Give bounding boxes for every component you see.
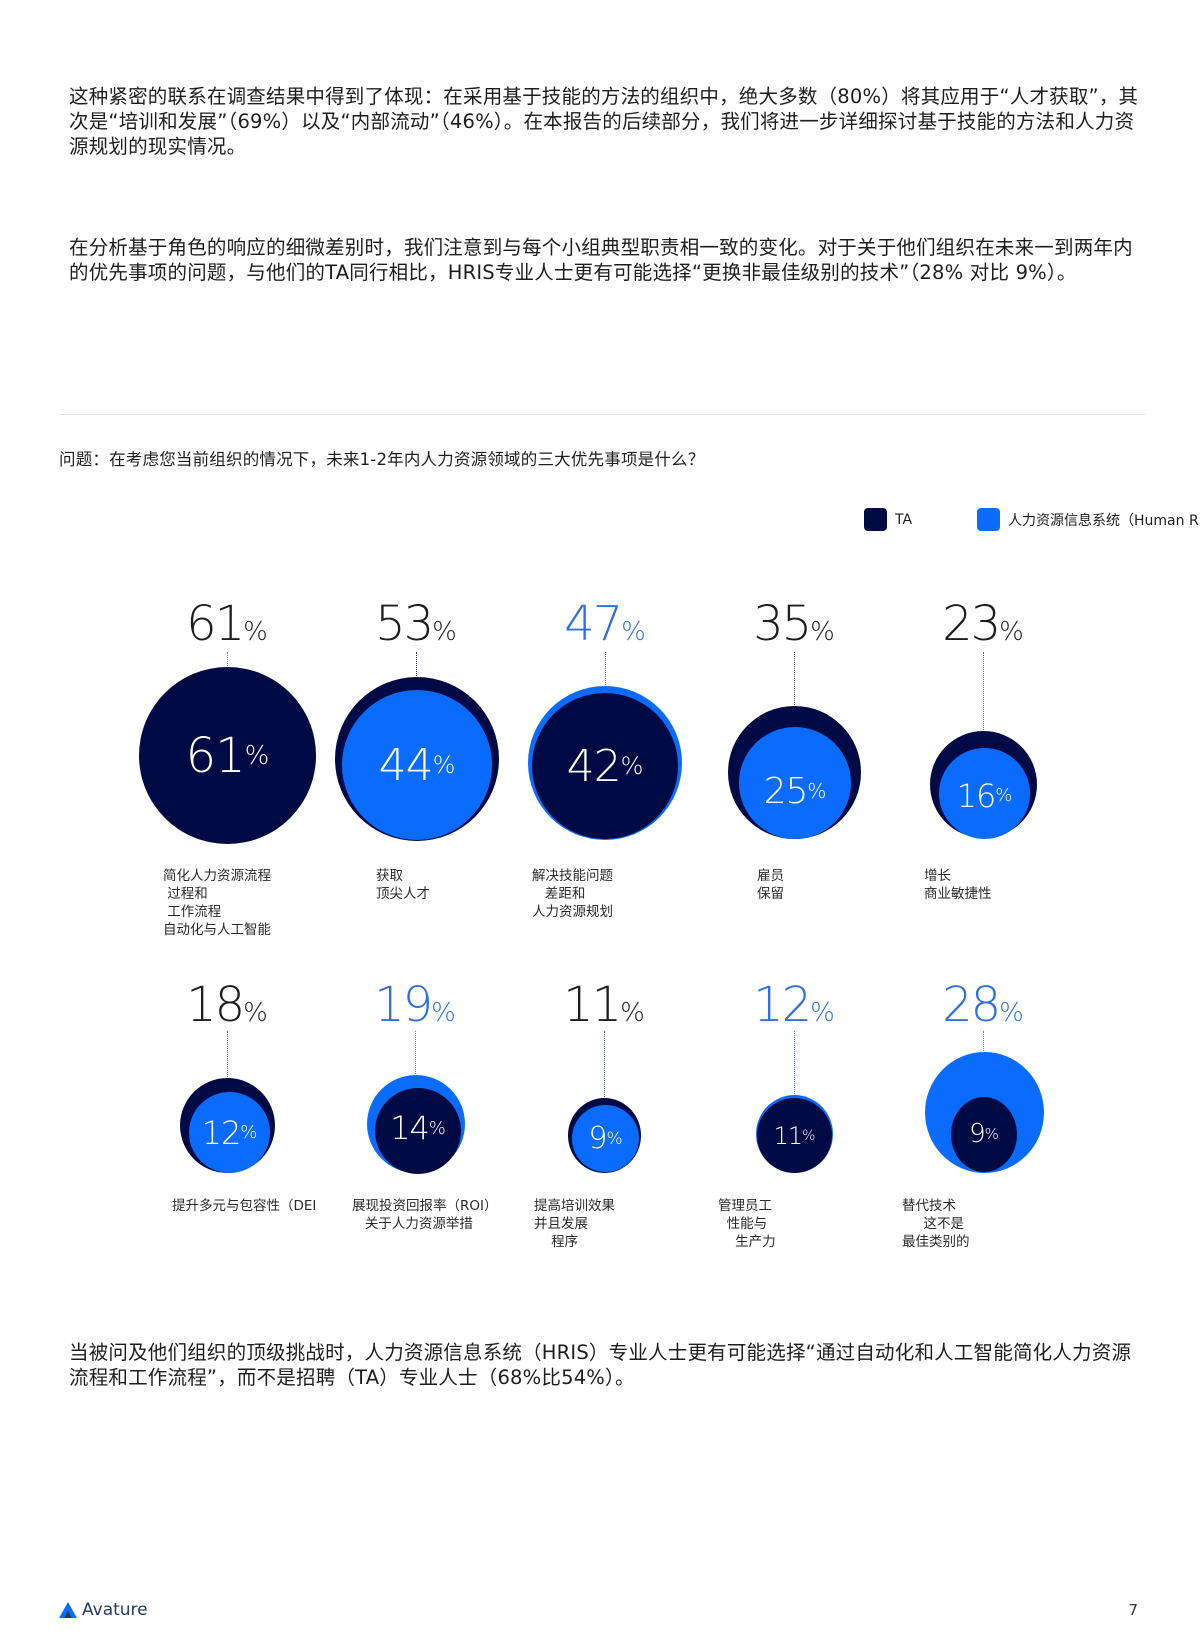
leader-line (416, 652, 417, 678)
legend-item-ta: TA (864, 508, 912, 531)
outer-percent: 18% (186, 977, 268, 1033)
leader-line (227, 1031, 228, 1079)
leader-line (983, 1031, 984, 1053)
category-label: 简化人力资源流程 过程和 工作流程 自动化与人工智能 (163, 868, 271, 938)
category-label: 获取 顶尖人才 (376, 868, 430, 902)
bubble-inner-label: 44% (378, 739, 456, 791)
bubble-inner (375, 1088, 461, 1174)
legend-swatch-hris (977, 508, 1000, 531)
bubble-inner (739, 727, 851, 839)
bubble-inner (342, 690, 492, 840)
chart-legend: TA 人力资源信息系统（Human R (0, 508, 1200, 532)
category-label: 管理员工 性能与 生产力 (718, 1198, 776, 1250)
category-label: 雇员 保留 (757, 868, 784, 902)
bubble-inner (572, 1105, 639, 1172)
bubble-inner-label: 12% (201, 1113, 258, 1152)
bubble-inner-label: 9% (588, 1121, 623, 1156)
outer-percent: 12% (753, 977, 835, 1033)
bubble-inner (951, 1097, 1017, 1172)
bubble-outer (139, 667, 316, 844)
legend-item-hris: 人力资源信息系统（Human R (977, 508, 1199, 531)
bubble-inner-label: 14% (390, 1109, 446, 1147)
analysis-paragraph: 在分析基于角色的响应的细微差别时，我们注意到与每个小组典型职责相一致的变化。对于… (69, 236, 1133, 284)
bubble-inner-label: 16% (956, 776, 1013, 815)
intro-paragraph: 这种紧密的联系在调查结果中得到了体现：在采用基于技能的方法的组织中，绝大多数（8… (69, 85, 1139, 158)
section-divider (59, 414, 1146, 415)
bubble-inner (757, 1098, 832, 1173)
brand-name: Avature (82, 1600, 148, 1620)
chart-question: 问题：在考虑您当前组织的情况下，未来1-2年内人力资源领域的三大优先事项是什么？ (59, 450, 705, 469)
outer-percent: 61% (186, 596, 268, 652)
bubble-inner (189, 1092, 270, 1173)
conclusion-paragraph: 当被问及他们组织的顶级挑战时，人力资源信息系统（HRIS）专业人士更有可能选择“… (69, 1341, 1132, 1389)
leader-line (415, 1031, 416, 1076)
leader-line (604, 1031, 605, 1099)
category-label: 增长 商业敏捷性 (924, 868, 992, 902)
leader-line (794, 652, 795, 707)
outer-percent: 28% (942, 977, 1024, 1033)
category-label: 提升多元与包容性（DEI (172, 1198, 317, 1214)
bubble-inner-label: 42% (566, 740, 644, 792)
outer-percent: 53% (375, 596, 457, 652)
outer-percent: 23% (942, 596, 1024, 652)
bubble-inner (532, 693, 678, 839)
bubble-inner-label: 9% (969, 1119, 999, 1149)
outer-percent: 11% (563, 977, 645, 1033)
bubble-inner-label: 25% (763, 770, 827, 812)
bubble-inner (939, 748, 1030, 839)
bubble-inner-label: 11% (773, 1121, 816, 1150)
avature-logo-icon (59, 1602, 77, 1618)
bubble-inner-label: 61% (185, 727, 270, 784)
legend-label-ta: TA (895, 511, 913, 528)
outer-percent: 35% (753, 596, 835, 652)
outer-percent: 19% (374, 977, 456, 1033)
leader-line (794, 1031, 795, 1096)
category-label: 替代技术 这不是 最佳类别的 (902, 1198, 970, 1250)
category-label: 展现投资回报率（ROI） 关于人力资源举措 (352, 1198, 498, 1232)
leader-line (227, 652, 228, 668)
category-label: 提高培训效果 并且发展 程序 (534, 1198, 615, 1250)
category-label: 解决技能问题 差距和 人力资源规划 (532, 868, 613, 920)
legend-swatch-ta (864, 508, 887, 531)
outer-percent: 47% (564, 596, 646, 652)
page-number: 7 (1128, 1601, 1138, 1619)
avature-logo: Avature (58, 1600, 148, 1620)
legend-label-hris: 人力资源信息系统（Human R (1008, 512, 1199, 529)
leader-line (983, 652, 984, 732)
leader-line (605, 652, 606, 687)
